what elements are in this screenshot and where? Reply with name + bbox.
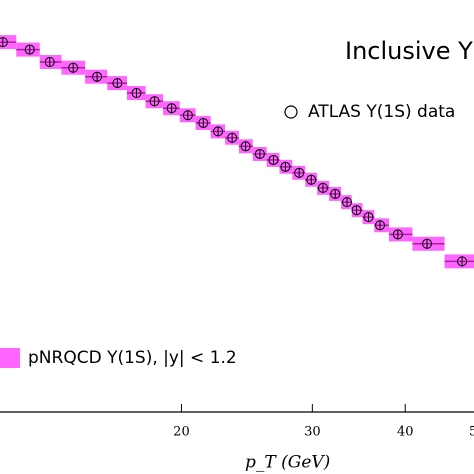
data-point (342, 197, 353, 208)
data-point (330, 188, 341, 199)
data-point (68, 62, 79, 73)
x-tick-label: 40 (397, 425, 414, 440)
data-point (227, 132, 238, 143)
data-point (112, 78, 123, 89)
data-point (24, 44, 35, 55)
data-point (166, 103, 177, 114)
data-point (457, 256, 468, 267)
legend-label: pNRQCD Υ(1S), |y| < 1.2 (28, 348, 237, 368)
x-axis-label: p_T (GeV) (245, 453, 330, 473)
legend-label: ATLAS Υ(1S) data (308, 102, 455, 122)
x-tick-label: 20 (173, 425, 190, 440)
data-point (280, 161, 291, 172)
data-point (317, 182, 328, 193)
data-point (92, 71, 103, 82)
chart-title: Inclusive Υ (345, 37, 473, 65)
legend-marker (284, 105, 298, 119)
data-point (182, 110, 193, 121)
data-point (351, 205, 362, 216)
data-point (149, 96, 160, 107)
data-point (306, 174, 317, 185)
data-point (268, 154, 279, 165)
data-point (44, 57, 55, 68)
data-point (254, 148, 265, 159)
legend-marker (0, 348, 20, 368)
data-point (0, 37, 8, 48)
data-point (422, 238, 433, 249)
data-point (363, 212, 374, 223)
data-point (392, 229, 403, 240)
x-tick-label: 50 (469, 425, 474, 440)
data-point (198, 117, 209, 128)
data-point (240, 141, 251, 152)
data-point (131, 88, 142, 99)
data-point (375, 220, 386, 231)
x-tick-label: 30 (304, 425, 321, 440)
data-point (213, 126, 224, 137)
data-point (294, 167, 305, 178)
